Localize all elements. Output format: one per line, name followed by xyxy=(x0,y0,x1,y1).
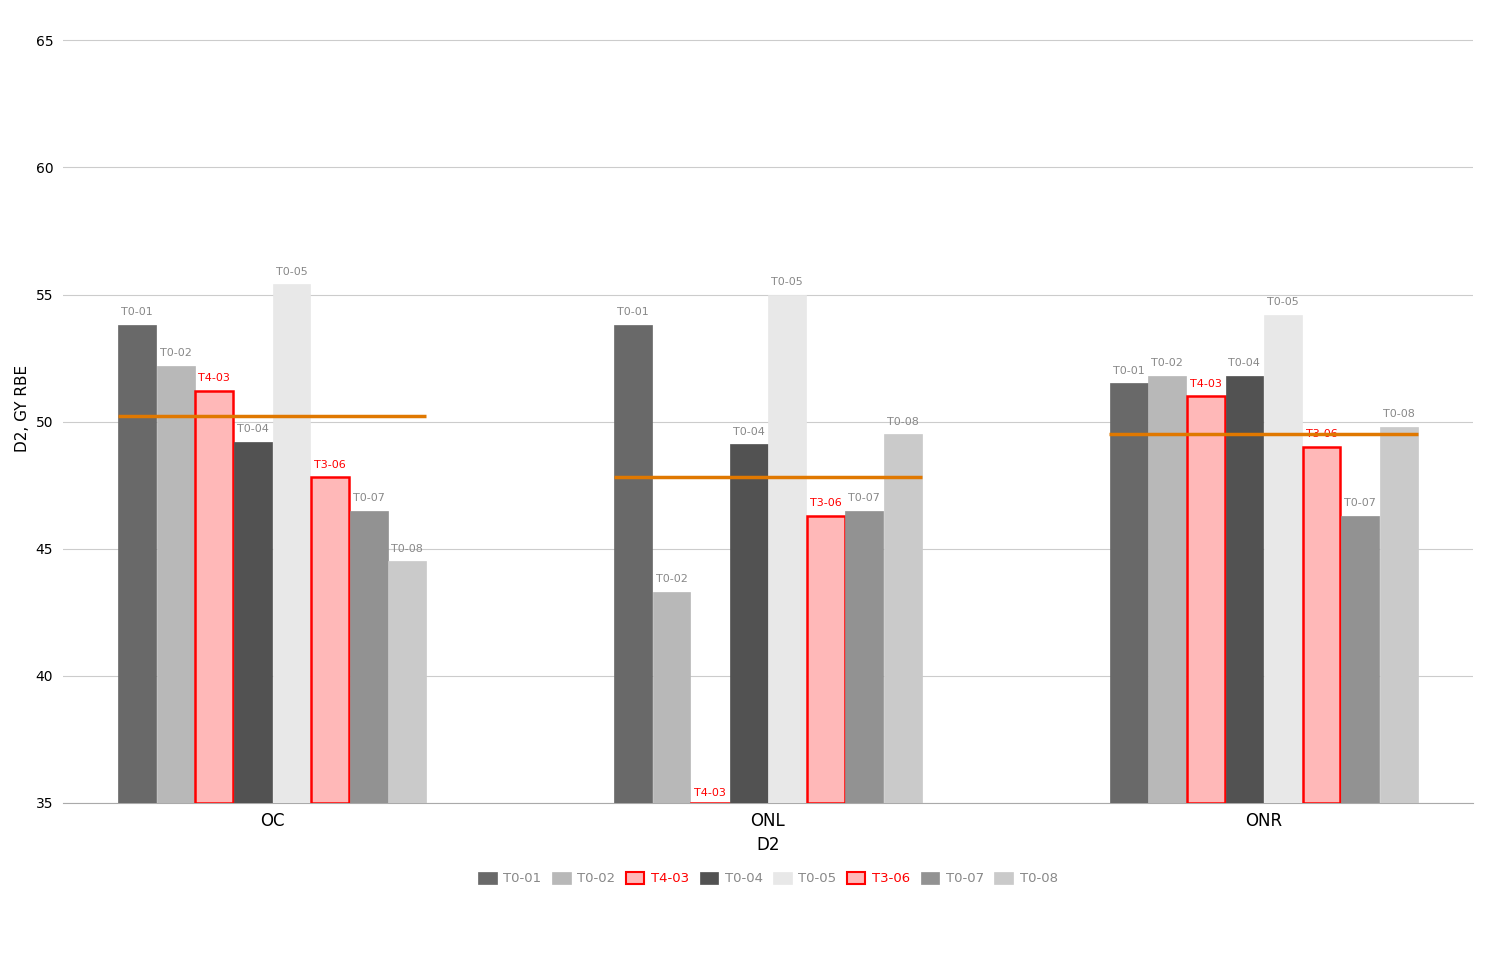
Text: T3-06: T3-06 xyxy=(1305,430,1338,439)
Bar xyxy=(1226,376,1263,803)
Text: T0-07: T0-07 xyxy=(848,493,881,502)
Bar xyxy=(350,510,387,803)
Bar xyxy=(1110,384,1147,803)
Text: T3-06: T3-06 xyxy=(809,498,842,508)
X-axis label: D2: D2 xyxy=(756,836,780,854)
Bar xyxy=(119,325,156,803)
Text: T0-05: T0-05 xyxy=(1268,298,1299,307)
Bar xyxy=(1149,376,1186,803)
Bar xyxy=(388,562,426,803)
Text: T0-05: T0-05 xyxy=(771,277,804,287)
Bar xyxy=(884,434,921,803)
Text: T0-01: T0-01 xyxy=(618,307,649,318)
Bar xyxy=(311,478,350,803)
Bar xyxy=(653,591,690,803)
Text: T0-07: T0-07 xyxy=(353,493,384,502)
Y-axis label: D2, GY RBE: D2, GY RBE xyxy=(15,366,30,453)
Text: T0-04: T0-04 xyxy=(732,427,765,436)
Bar xyxy=(1379,427,1418,803)
Bar xyxy=(806,516,845,803)
Text: T3-06: T3-06 xyxy=(314,460,345,470)
Text: T0-08: T0-08 xyxy=(887,416,918,427)
Bar xyxy=(692,803,729,805)
Bar xyxy=(615,325,652,803)
Text: T0-08: T0-08 xyxy=(1382,409,1415,419)
Text: T0-08: T0-08 xyxy=(391,544,423,554)
Text: T0-07: T0-07 xyxy=(1344,498,1376,508)
Bar xyxy=(1265,315,1302,803)
Bar xyxy=(729,444,768,803)
Text: T0-01: T0-01 xyxy=(122,307,153,318)
Text: T4-03: T4-03 xyxy=(1190,379,1222,389)
Bar xyxy=(156,366,195,803)
Bar xyxy=(1187,396,1225,803)
Text: T4-03: T4-03 xyxy=(695,788,726,798)
Bar xyxy=(845,510,884,803)
Bar xyxy=(234,442,272,803)
Bar xyxy=(1341,516,1379,803)
Text: T0-02: T0-02 xyxy=(1152,358,1183,368)
Text: T0-02: T0-02 xyxy=(159,348,192,358)
Text: T0-04: T0-04 xyxy=(1229,358,1260,368)
Legend: T0-01, T0-02, T4-03, T0-04, T0-05, T3-06, T0-07, T0-08: T0-01, T0-02, T4-03, T0-04, T0-05, T3-06… xyxy=(473,867,1062,891)
Text: T0-02: T0-02 xyxy=(656,574,687,584)
Bar xyxy=(195,391,234,803)
Bar xyxy=(1302,447,1341,803)
Bar xyxy=(768,295,806,803)
Bar xyxy=(272,284,311,803)
Text: T4-03: T4-03 xyxy=(198,373,231,384)
Text: T0-05: T0-05 xyxy=(275,267,308,277)
Text: T0-04: T0-04 xyxy=(237,424,269,434)
Text: T0-01: T0-01 xyxy=(1113,366,1144,376)
